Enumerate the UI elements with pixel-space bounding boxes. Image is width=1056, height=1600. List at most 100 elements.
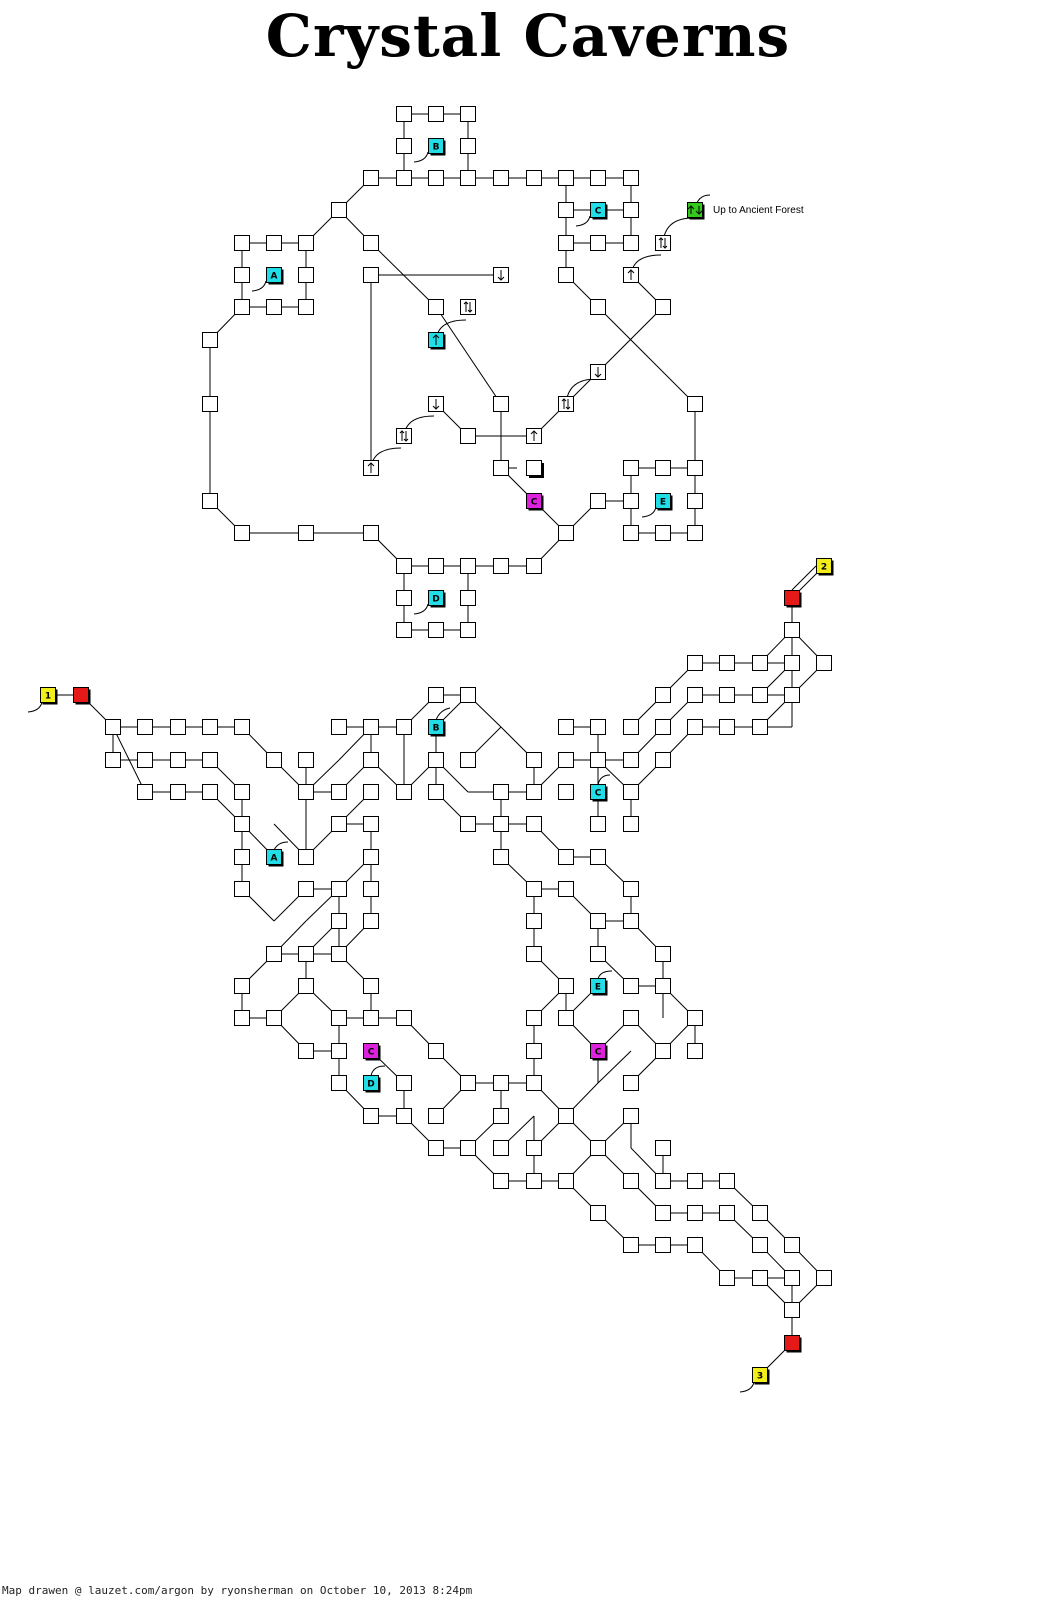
room <box>396 590 412 606</box>
room <box>655 525 671 541</box>
room <box>590 299 606 315</box>
room <box>202 332 218 348</box>
room <box>396 1075 412 1091</box>
room <box>655 235 671 251</box>
room <box>460 299 476 315</box>
up-down-stair-icon <box>658 237 668 249</box>
path-line <box>791 565 817 591</box>
room <box>655 752 671 768</box>
room <box>298 267 314 283</box>
room <box>363 881 379 897</box>
room <box>655 1140 671 1156</box>
room <box>170 784 186 800</box>
room <box>526 558 542 574</box>
room <box>526 946 542 962</box>
room <box>784 655 800 671</box>
marker-magenta <box>526 493 542 509</box>
room <box>363 267 379 283</box>
room <box>719 1205 735 1221</box>
room <box>105 719 121 735</box>
up-stair-icon <box>627 269 635 280</box>
room <box>526 881 542 897</box>
exit-red-marker <box>784 590 800 606</box>
room <box>590 493 606 509</box>
room <box>816 655 832 671</box>
room <box>623 493 639 509</box>
room <box>558 881 574 897</box>
room <box>687 1043 703 1059</box>
room <box>428 1108 444 1124</box>
room <box>266 235 282 251</box>
room <box>298 881 314 897</box>
room <box>298 946 314 962</box>
room <box>526 1173 542 1189</box>
room <box>298 849 314 865</box>
room <box>460 816 476 832</box>
room <box>655 719 671 735</box>
room <box>719 655 735 671</box>
room <box>493 849 509 865</box>
room <box>493 784 509 800</box>
path-line <box>597 1050 632 1084</box>
room <box>623 235 639 251</box>
room <box>396 428 412 444</box>
marker-c-label: C <box>595 789 602 799</box>
room <box>558 396 574 412</box>
room <box>526 1075 542 1091</box>
marker-tail <box>739 1381 755 1393</box>
room <box>719 1270 735 1286</box>
room <box>428 687 444 703</box>
room <box>460 1075 476 1091</box>
room <box>234 719 250 735</box>
marker-magenta-label: C <box>531 498 538 508</box>
room <box>590 913 606 929</box>
exit-3-marker <box>752 1367 768 1383</box>
exit-1-marker-label: 1 <box>45 692 51 702</box>
room <box>460 106 476 122</box>
room <box>687 525 703 541</box>
room <box>687 1173 703 1189</box>
room <box>493 396 509 412</box>
room <box>687 460 703 476</box>
room <box>719 687 735 703</box>
room <box>526 816 542 832</box>
room <box>331 913 347 929</box>
room <box>396 1108 412 1124</box>
marker-magenta <box>363 1043 379 1059</box>
room <box>558 1108 574 1124</box>
marker-tail <box>597 970 613 980</box>
down-stair-icon <box>432 399 440 410</box>
room <box>558 719 574 735</box>
room <box>526 1043 542 1059</box>
room <box>623 978 639 994</box>
room <box>266 299 282 315</box>
room <box>298 784 314 800</box>
up-stair-icon <box>367 462 375 473</box>
room <box>363 816 379 832</box>
marker-d-label: D <box>367 1080 374 1090</box>
room <box>558 235 574 251</box>
up-down-stair-icon <box>399 430 409 442</box>
room <box>590 816 606 832</box>
room <box>363 525 379 541</box>
room <box>331 946 347 962</box>
room <box>655 946 671 962</box>
room <box>558 1173 574 1189</box>
room <box>526 784 542 800</box>
path-line <box>597 306 664 373</box>
room <box>623 1075 639 1091</box>
room <box>460 752 476 768</box>
exit-3-marker-label: 3 <box>757 1372 763 1382</box>
room <box>266 752 282 768</box>
room <box>590 1205 606 1221</box>
room <box>687 396 703 412</box>
marker-tail <box>597 774 611 786</box>
room <box>784 622 800 638</box>
marker-tail <box>575 215 591 227</box>
room <box>558 202 574 218</box>
room <box>752 655 768 671</box>
up-down-stair-icon <box>561 398 571 410</box>
room <box>331 881 347 897</box>
room <box>396 558 412 574</box>
